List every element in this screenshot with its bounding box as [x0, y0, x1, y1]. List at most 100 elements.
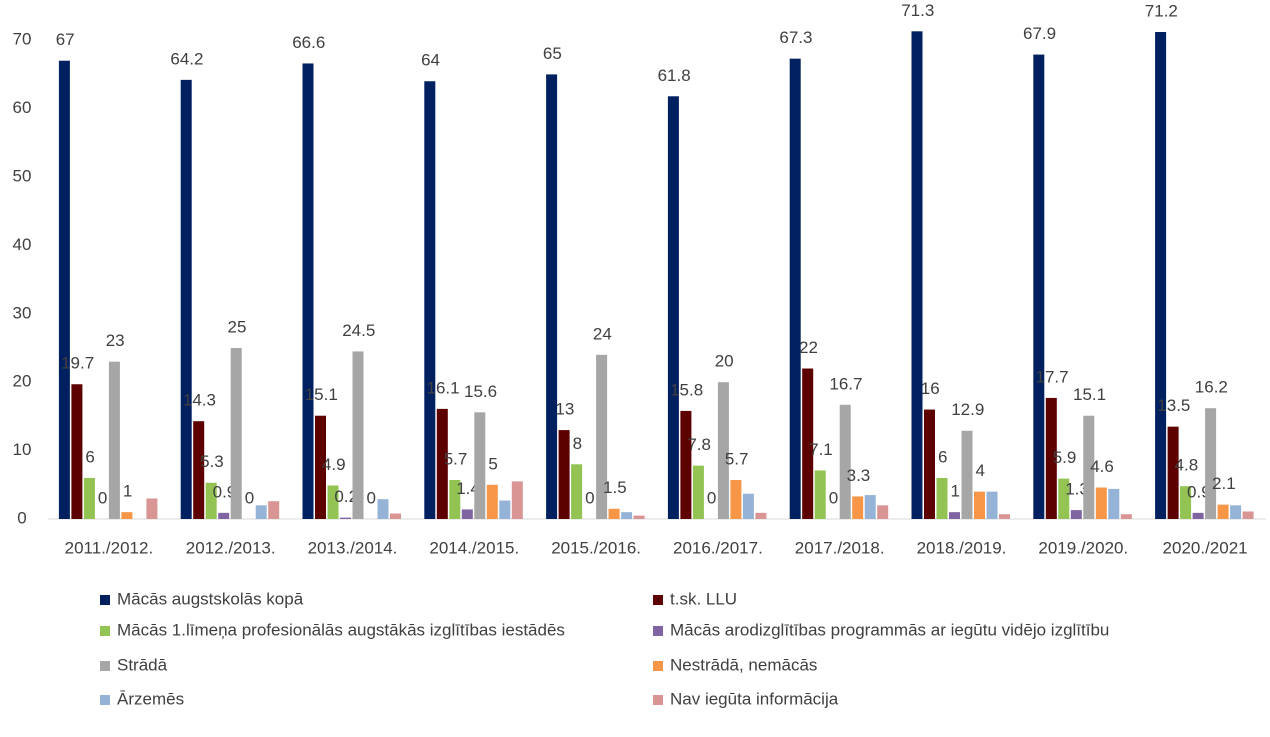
data-label: 5.9: [1053, 448, 1077, 467]
x-tick-label: 2020./2021: [1163, 538, 1248, 557]
bar: [546, 74, 558, 520]
y-tick-label: 40: [13, 235, 32, 254]
legend-swatch: [653, 626, 663, 636]
data-label: 23: [106, 331, 125, 350]
bar: [789, 58, 801, 519]
bar: [340, 517, 351, 519]
legend-label: Mācās 1.līmeņa profesionālās augstākās i…: [117, 620, 565, 639]
legend-swatch: [653, 661, 663, 671]
bar: [608, 508, 620, 519]
bar: [315, 415, 326, 519]
bar: [193, 421, 205, 519]
bar: [1230, 505, 1242, 519]
data-label: 4.9: [322, 455, 346, 474]
data-label: 67: [56, 30, 75, 49]
data-label: 0.2: [334, 487, 358, 506]
bar: [1083, 415, 1095, 519]
data-label: 71.2: [1145, 1, 1178, 20]
data-label: 25: [227, 317, 246, 336]
legend-swatch: [100, 626, 110, 636]
data-label: 64: [421, 51, 440, 70]
bar: [814, 470, 826, 519]
bar: [974, 491, 985, 519]
x-tick-label: 2015./2016.: [551, 538, 641, 557]
data-label: 7.1: [809, 440, 833, 459]
bar: [424, 81, 436, 520]
bar: [218, 512, 230, 519]
legend-label: Ārzemēs: [117, 689, 184, 708]
y-tick-label: 30: [13, 303, 32, 322]
data-label: 0: [245, 488, 254, 507]
legend-swatch: [100, 595, 110, 605]
bar: [461, 509, 473, 519]
data-label: 0: [585, 488, 594, 507]
data-label: 15.1: [305, 385, 338, 404]
bar: [961, 430, 973, 519]
bar: [730, 480, 742, 519]
bar: [986, 491, 998, 519]
bar: [486, 484, 498, 519]
bar: [327, 485, 339, 519]
bar: [83, 477, 95, 519]
bar: [1167, 426, 1179, 519]
data-label: 66.6: [292, 33, 325, 52]
data-label: 24.5: [342, 321, 375, 340]
bar: [1242, 511, 1254, 519]
bar: [621, 512, 633, 519]
data-label: 65: [543, 44, 562, 63]
x-tick-label: 2013./2014.: [308, 538, 398, 557]
bar: [924, 409, 935, 519]
bar: [474, 412, 486, 519]
data-label: 5.7: [725, 449, 749, 468]
legend-label: t.sk. LLU: [670, 589, 737, 608]
x-tick-label: 2018./2019.: [917, 538, 1007, 557]
data-label: 67.9: [1023, 24, 1056, 43]
bar: [1217, 504, 1229, 519]
bar: [633, 515, 645, 519]
legend-swatch: [100, 661, 110, 671]
bar: [717, 382, 729, 519]
legend-label: Nestrādā, nemācās: [670, 655, 817, 674]
x-tick-label: 2019./2020.: [1038, 538, 1128, 557]
data-label: 1.4: [456, 479, 480, 498]
data-label: 0: [829, 488, 838, 507]
data-label: 3.3: [847, 466, 871, 485]
y-tick-label: 60: [13, 98, 32, 117]
bar: [742, 493, 754, 519]
bar: [255, 505, 267, 519]
data-label: 5.3: [200, 452, 224, 471]
bar: [1058, 478, 1070, 519]
data-label: 5: [488, 454, 497, 473]
bar: [1033, 54, 1045, 520]
data-label: 22: [799, 338, 818, 357]
bar: [839, 404, 851, 519]
y-tick-label: 50: [13, 166, 32, 185]
bar: [877, 505, 889, 519]
bar: [121, 512, 133, 519]
bar: [146, 498, 158, 519]
data-label: 61.8: [658, 66, 691, 85]
data-label: 0.9: [213, 482, 237, 501]
bar: [755, 512, 767, 519]
bar: [949, 512, 960, 519]
bar: [108, 361, 120, 519]
data-label: 64.2: [170, 49, 203, 68]
legend-swatch: [653, 595, 663, 605]
legend-label: Strādā: [117, 655, 168, 674]
bar: [390, 513, 401, 519]
bar: [71, 384, 83, 519]
legend-swatch: [100, 695, 110, 705]
data-label: 16.2: [1195, 378, 1228, 397]
bar: [852, 496, 864, 519]
legend-swatch: [653, 695, 663, 705]
bar: [499, 500, 511, 519]
bar: [268, 501, 280, 519]
bar: [1155, 31, 1167, 519]
data-label: 4.8: [1175, 456, 1199, 475]
bar: [864, 495, 876, 519]
data-label: 19.7: [61, 354, 94, 373]
y-tick-label: 70: [13, 30, 32, 49]
legend-label: Mācās augstskolās kopā: [117, 589, 304, 608]
bar: [1070, 510, 1082, 519]
